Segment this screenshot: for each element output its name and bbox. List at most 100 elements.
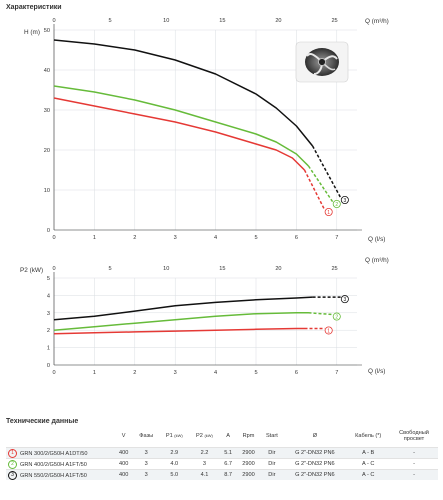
x-tick-label-ls: 3 — [174, 370, 177, 376]
x-tick-label-m3h: 20 — [275, 18, 281, 24]
cell-cable: A - C — [346, 458, 390, 470]
cell-p2: 2.2 — [189, 447, 220, 459]
series-line-1 — [53, 327, 305, 335]
cell-a: 8.7 — [219, 469, 237, 480]
cell-phases: 3 — [133, 458, 160, 470]
series-line-3 — [53, 296, 313, 321]
cell-rpm: 2900 — [236, 458, 261, 470]
series-1: 1 — [53, 97, 333, 216]
x-tick-label-ls: 1 — [93, 370, 96, 376]
model-name: GRN 300/2/G50H A1DT/50 — [20, 450, 88, 457]
cell-rpm: 2900 — [236, 469, 261, 480]
series-marker-label: 1 — [327, 328, 330, 334]
x-tick-label-ls: 0 — [52, 235, 55, 241]
x-tick-label-m3h: 25 — [331, 18, 337, 24]
cell-start: Dir — [260, 469, 284, 480]
series-dash-1 — [303, 169, 326, 211]
cell-p1: 2.9 — [159, 447, 190, 459]
cell-v: 400 — [114, 458, 134, 470]
y-tick-label: 0 — [47, 363, 50, 369]
series-number-badge: 3 — [8, 470, 17, 480]
col-header-p1: P1 (kW) — [165, 433, 183, 439]
series-number-badge: 1 — [8, 448, 17, 458]
x-tick-label-ls: 3 — [174, 235, 177, 241]
cell-free-passage: - — [390, 447, 438, 459]
cell-a: 5.1 — [219, 447, 237, 459]
series-line-2 — [53, 312, 309, 331]
x-axis-title-m3h: Q (m³/h) — [365, 18, 389, 25]
series-number-badge: 2 — [8, 459, 17, 469]
y-tick-label: 20 — [44, 148, 50, 154]
col-header-diameter: Ø — [312, 433, 318, 439]
x-tick-label-ls: 4 — [214, 370, 217, 376]
cell-diameter: G 2"-DN32 PN6 — [283, 447, 347, 459]
x-tick-label-m3h: 20 — [275, 266, 281, 272]
x-tick-label-m3h: 25 — [331, 266, 337, 272]
characteristics-heading: Характеристики — [6, 4, 62, 11]
y-tick-label: 0 — [47, 228, 50, 234]
series-marker-1 — [324, 326, 333, 335]
x-axis-title-m3h: Q (m³/h) — [365, 257, 389, 264]
cell-p1: 5.0 — [159, 469, 190, 480]
series-line-3 — [53, 39, 314, 147]
table-header-row: V Фазы P1 (kW) P2 (kW) A Rpm Start Ø Каб… — [6, 425, 438, 448]
pump-impeller-photo — [295, 41, 349, 83]
y-tick-label: 3 — [47, 311, 50, 317]
x-tick-label-m3h: 0 — [52, 18, 55, 24]
table-row: 1 GRN 300/2/G50H A1DT/50 400 3 2.9 2.2 5.… — [6, 447, 438, 459]
col-header-p2: P2 (kW) — [196, 433, 213, 439]
y-tick-label: 5 — [47, 276, 50, 282]
series-marker-label: 2 — [335, 202, 338, 208]
x-tick-label-m3h: 15 — [219, 18, 225, 24]
series-marker-2 — [332, 199, 341, 208]
cell-p2: 3 — [189, 458, 220, 470]
y-tick-label: 1 — [47, 346, 50, 352]
col-header-phases: Фазы — [139, 433, 154, 439]
series-marker-3 — [340, 195, 349, 204]
cell-diameter: G 2"-DN32 PN6 — [283, 458, 347, 470]
cell-rpm: 2900 — [236, 447, 261, 459]
y-tick-label: 4 — [47, 293, 50, 299]
model-name: GRN 550/2/G50H A1FT/50 — [20, 472, 87, 479]
y-axis-title: H (m) — [24, 29, 40, 36]
x-tick-label-ls: 2 — [133, 370, 136, 376]
x-tick-label-m3h: 5 — [109, 266, 112, 272]
cell-cable: A - B — [346, 447, 390, 459]
technical-data-heading: Технические данные — [6, 418, 79, 425]
cell-free-passage: - — [390, 469, 438, 480]
col-header-v: V — [121, 433, 126, 439]
technical-data-table: V Фазы P1 (kW) P2 (kW) A Rpm Start Ø Каб… — [6, 425, 438, 480]
series-marker-label: 3 — [343, 198, 346, 204]
col-header-start: Start — [265, 433, 278, 439]
series-3: 3 — [53, 39, 349, 204]
y-tick-label: 2 — [47, 328, 50, 334]
x-tick-label-ls: 4 — [214, 235, 217, 241]
series-marker-label: 3 — [343, 297, 346, 303]
x-axis-title-ls: Q (l/s) — [368, 236, 385, 243]
series-dash-2 — [308, 312, 333, 316]
cell-p1: 4.0 — [159, 458, 190, 470]
series-line-1 — [53, 97, 306, 171]
x-tick-label-m3h: 0 — [52, 266, 55, 272]
series-2: 2 — [53, 85, 341, 208]
cell-diameter: G 2"-DN32 PN6 — [283, 469, 347, 480]
cell-phases: 3 — [133, 469, 160, 480]
series-marker-3 — [340, 295, 349, 304]
series-line-2 — [53, 85, 310, 167]
col-header-rpm: Rpm — [242, 433, 255, 439]
x-axis-title-ls: Q (l/s) — [368, 368, 385, 375]
y-tick-label: 10 — [44, 188, 50, 194]
x-tick-label-m3h: 5 — [109, 18, 112, 24]
x-tick-label-ls: 5 — [254, 370, 257, 376]
plot-area — [54, 278, 357, 365]
x-tick-label-m3h: 10 — [163, 18, 169, 24]
y-axis-title: P2 (kW) — [20, 267, 43, 274]
series-marker-label: 2 — [335, 314, 338, 320]
cell-phases: 3 — [133, 447, 160, 459]
series-1: 1 — [53, 326, 333, 335]
x-tick-label-ls: 1 — [93, 235, 96, 241]
series-3: 3 — [53, 295, 349, 321]
cell-cable: A - C — [346, 469, 390, 480]
table-row: 2 GRN 400/2/G50H A1FT/50 400 3 4.0 3 6.7 … — [6, 458, 438, 470]
